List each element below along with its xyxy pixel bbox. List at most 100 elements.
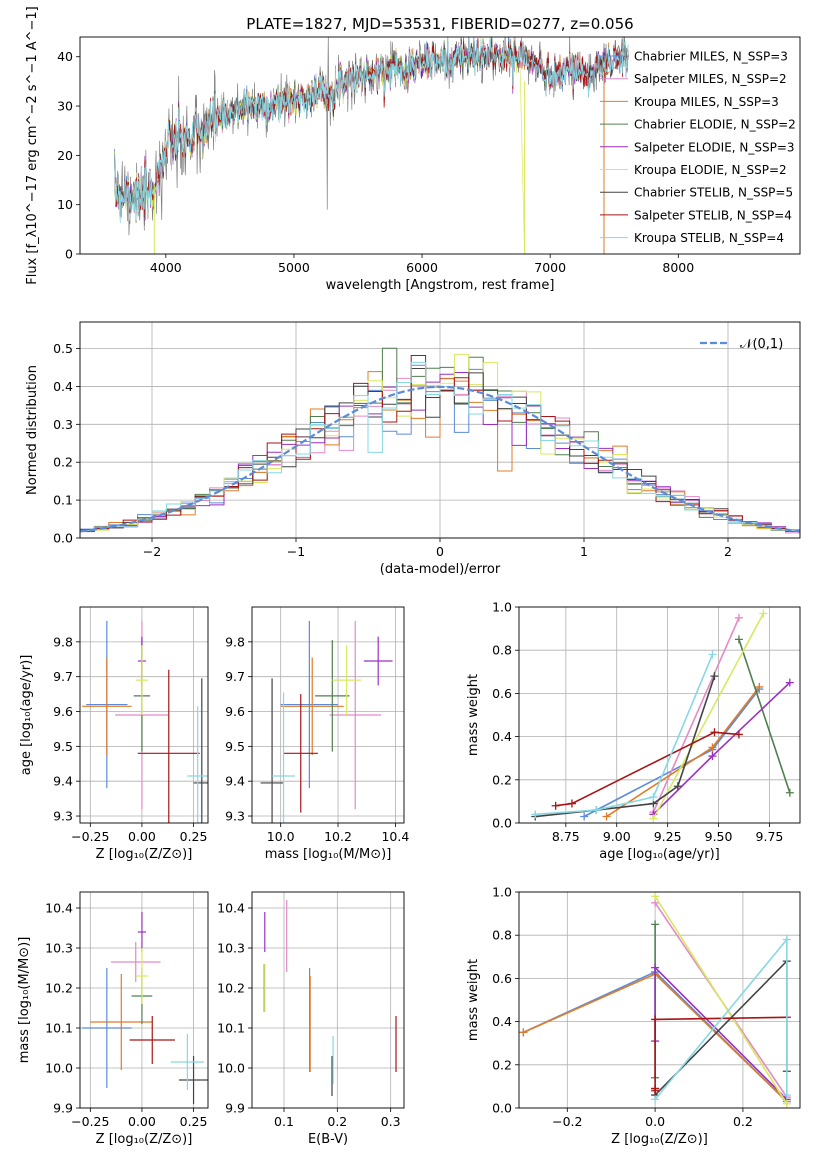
weight-marker — [782, 1091, 791, 1100]
ticks: 10.0 10.2 10.4 9.3 9.4 9.5 9.6 9.7 9.8 — [225, 634, 409, 844]
weight-series-salpeter-stelib — [551, 728, 743, 810]
ticks: −0.25 0.00 0.25 9.9 10.0 10.1 10.2 10.3 10.4 — [45, 901, 207, 1130]
y-axis-label: Flux [f_λ10^−17 erg cm^−2 s^−1 A^−1] — [25, 6, 40, 284]
y-tick-label: 0.2 — [492, 772, 512, 787]
errorbar-chabrier-elodie — [315, 640, 350, 752]
weight-series-chabrier-stelib — [531, 672, 719, 821]
weight-series-salpeter-elodie — [649, 678, 794, 819]
plot-area — [114, 37, 630, 254]
x-axis-label: (data-model)/error — [380, 562, 501, 577]
y-tick-label: 0.4 — [53, 379, 73, 394]
ticks: −2 −1 0 1 2 0.0 0.1 0.2 0.3 0.4 0.5 — [53, 341, 732, 559]
plot-area — [80, 347, 800, 538]
x-axis-label: mass [log₁₀(M/M⊙)] — [265, 847, 392, 862]
x-axis-label: age [log₁₀(age/yr)] — [599, 847, 720, 862]
x-tick-label: 8.75 — [552, 829, 580, 844]
x-tick-label: 9.00 — [603, 829, 631, 844]
y-tick-label: 0.6 — [492, 971, 512, 986]
y-axis-label: mass weight — [466, 674, 481, 756]
x-axis-label: Z [log₁₀(Z/Z⊙)] — [96, 847, 193, 862]
weight-series-kroupa-stelib — [531, 650, 717, 819]
gridlines — [252, 892, 404, 1109]
weight-marker — [734, 730, 743, 739]
errorbar-chabrier-stelib — [260, 678, 284, 823]
weight-series-salpeter-miles — [649, 613, 743, 817]
weight-series-salpeter-elodie — [651, 963, 791, 1104]
x-tick-label: 10.2 — [324, 829, 352, 844]
ticks: −0.25 0.00 0.25 9.3 9.4 9.5 9.6 9.7 9.8 — [53, 634, 207, 844]
weight-series-kroupa-stelib — [651, 935, 791, 1104]
errorbar-kroupa-elodie — [135, 645, 149, 715]
y-axis-label: mass weight — [466, 959, 481, 1041]
axes-frame — [79, 321, 801, 539]
y-tick-label: 9.3 — [53, 809, 73, 824]
histogram-kroupa-stelib — [80, 361, 800, 538]
weight-series-kroupa-elodie — [649, 609, 768, 823]
x-tick-label: 0.2 — [327, 1114, 347, 1129]
weight-marker — [782, 935, 791, 944]
weight-series-kroupa-elodie — [651, 892, 791, 1108]
ticks: 0.1 0.2 0.3 9.9 10.0 10.1 10.2 10.3 10.4 — [217, 901, 400, 1130]
spectrum-legend: Chabrier MILES, N_SSP=3 Salpeter MILES, N… — [600, 50, 796, 245]
x-tick-label: 0.00 — [128, 829, 156, 844]
legend-label-normal: 𝒩(0,1) — [740, 337, 783, 352]
errorbar-kroupa-stelib — [272, 692, 296, 823]
weight-marker — [710, 728, 719, 737]
weight-marker — [531, 810, 540, 819]
x-tick-label: 8000 — [662, 260, 694, 275]
weight-marker — [651, 892, 660, 901]
spectrum-model-salpeter-stelib — [114, 37, 629, 216]
legend-label-kroupa-elodie: Kroupa ELODIE, N_SSP=2 — [634, 163, 787, 177]
y-tick-label: 10.4 — [217, 901, 245, 916]
panel-age_vs_Z: −0.25 0.00 0.25 9.3 9.4 9.5 9.6 9.7 9.8 Z [log₁₀(… — [19, 606, 209, 862]
weight-marker — [649, 793, 658, 802]
x-tick-label: 0.0 — [645, 1114, 665, 1129]
y-tick-label: 0.1 — [53, 493, 73, 508]
y-tick-label: 10.4 — [45, 901, 73, 916]
panel-age_vs_mass: 10.0 10.2 10.4 9.3 9.4 9.5 9.6 9.7 9.8 mass [log₁… — [225, 606, 409, 862]
x-tick-label: 7000 — [534, 260, 566, 275]
y-tick-label: 9.9 — [225, 1101, 245, 1116]
gridlines — [80, 892, 208, 1109]
weight-line — [535, 654, 714, 816]
weight-series-kroupa-miles — [602, 682, 764, 821]
weight-marker — [651, 1095, 660, 1104]
spectrum-data-line — [114, 37, 629, 236]
y-axis-label: age [log₁₀(age/yr)] — [19, 655, 34, 776]
axes-frame — [251, 891, 405, 1109]
y-tick-label: 10.0 — [217, 1061, 245, 1076]
x-tick-label: 9.75 — [756, 829, 784, 844]
weight-marker — [651, 963, 660, 972]
weight-marker — [580, 812, 589, 821]
y-tick-label: 0.0 — [492, 816, 512, 831]
y-tick-label: 0.8 — [492, 643, 512, 658]
x-tick-label: −2 — [143, 544, 161, 559]
legend-label-chabrier-elodie: Chabrier ELODIE, N_SSP=2 — [634, 118, 796, 132]
y-tick-label: 9.9 — [53, 1101, 73, 1116]
y-tick-label: 0.3 — [53, 417, 73, 432]
y-tick-label: 0.8 — [492, 928, 512, 943]
y-tick-label: 0.4 — [492, 729, 512, 744]
weight-marker — [592, 806, 601, 815]
plot-area — [82, 912, 208, 1104]
y-tick-label: 30 — [57, 99, 73, 114]
weight-line — [555, 731, 739, 807]
errorbar-salpeter-stelib — [283, 694, 318, 813]
y-tick-label: 10.2 — [45, 981, 73, 996]
ticks: 4000 5000 6000 7000 8000 0 10 20 30 40 — [57, 49, 694, 275]
x-tick-label: 0.2 — [733, 1114, 753, 1129]
weight-marker — [759, 609, 768, 618]
x-tick-label: 0 — [436, 544, 444, 559]
errorbar-salpeter-elodie — [137, 912, 147, 952]
weight-marker — [782, 1099, 791, 1108]
residual-legend: 𝒩(0,1) — [700, 337, 783, 352]
weight-marker — [651, 1084, 660, 1093]
y-tick-label: 10.3 — [45, 941, 73, 956]
normal-curve — [80, 385, 800, 533]
y-tick-label: 9.4 — [225, 774, 245, 789]
axes-frame — [518, 891, 801, 1109]
weight-marker — [755, 682, 764, 691]
axes-frame — [518, 606, 801, 824]
panel-spectrum: 4000 5000 6000 7000 8000 0 10 20 30 40 wavelength … — [25, 6, 801, 293]
spectrum-model-kroupa-stelib — [114, 37, 629, 224]
